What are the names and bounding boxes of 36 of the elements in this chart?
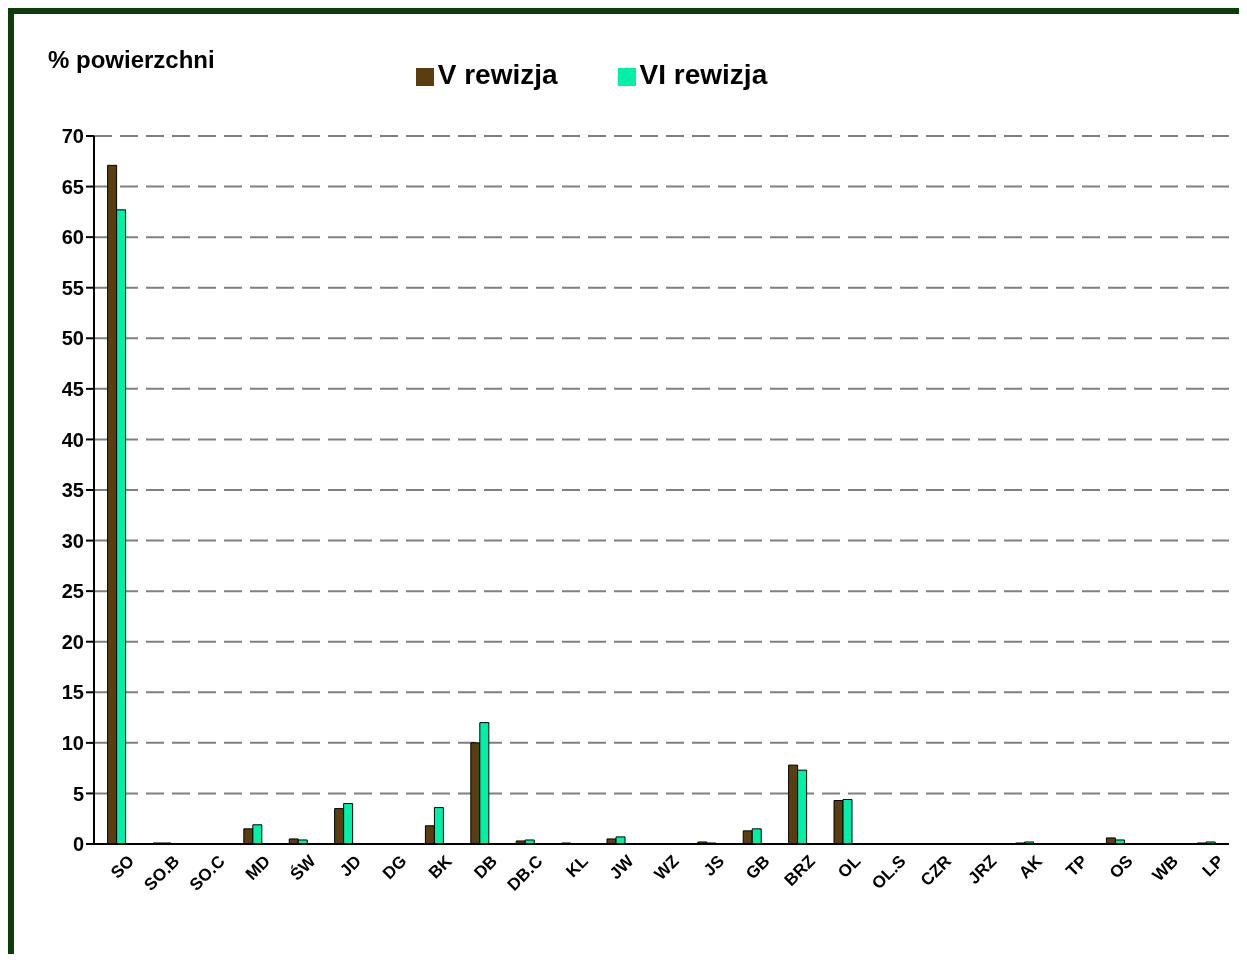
- x-tick-label: TP: [1062, 851, 1092, 881]
- legend-label: V rewizja: [437, 59, 558, 90]
- x-tick-label: WZ: [650, 851, 683, 884]
- x-tick-label: GB: [742, 851, 774, 884]
- x-tick-label: ŚW: [286, 850, 321, 885]
- y-axis-title: % powierzchni: [48, 46, 215, 74]
- y-tick-label: 10: [61, 731, 84, 754]
- x-tick-label: DG: [378, 851, 411, 884]
- y-tick-label: 25: [61, 580, 84, 603]
- y-tick-label: 50: [61, 327, 84, 350]
- x-tick-label: JW: [605, 850, 638, 884]
- y-tick-label: 35: [61, 479, 84, 502]
- y-tick-label: 60: [61, 226, 84, 249]
- y-tick-label: 5: [72, 782, 84, 805]
- y-tick-label: 65: [61, 175, 84, 198]
- x-tick-label: AK: [1015, 851, 1047, 883]
- x-tick-label: DB: [470, 851, 502, 883]
- x-tick-label: KL: [562, 851, 592, 882]
- y-tick-label: 45: [61, 377, 84, 400]
- y-tick-label: 70: [61, 125, 84, 148]
- x-tick-label: OL: [834, 851, 865, 882]
- x-tick-label: BK: [424, 851, 457, 883]
- x-tick-label: SO: [107, 851, 138, 883]
- legend-label: VI rewizja: [639, 59, 768, 90]
- y-tick-label: 30: [61, 529, 84, 552]
- x-tick-label: JS: [699, 851, 729, 880]
- y-tick-label: 0: [72, 833, 84, 856]
- x-tick-label: LP: [1198, 851, 1228, 881]
- y-tick-label: 55: [61, 276, 84, 299]
- y-tick-label: 15: [61, 681, 84, 704]
- x-tick-label: OS: [1105, 851, 1137, 883]
- x-tick-label: WB: [1148, 851, 1183, 886]
- x-tick-label: MD: [241, 851, 275, 884]
- y-tick-label: 20: [61, 630, 84, 653]
- x-tick-label: JD: [336, 851, 365, 881]
- y-tick-label: 40: [61, 428, 84, 451]
